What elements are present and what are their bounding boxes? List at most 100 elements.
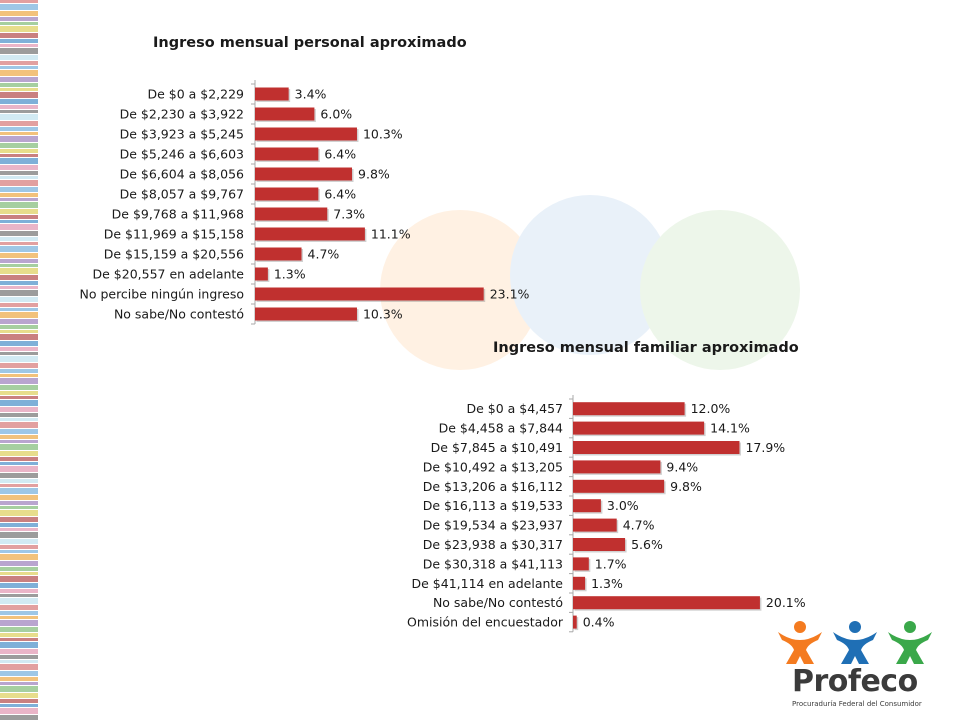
stripe <box>0 589 38 593</box>
stripe <box>0 286 38 289</box>
chart-title: Ingreso mensual familiar aproximado <box>493 340 799 356</box>
bar <box>255 227 365 241</box>
stripe <box>0 202 38 208</box>
bar <box>255 267 268 281</box>
value-label: 23.1% <box>490 287 530 302</box>
stripe <box>0 110 38 113</box>
bar <box>255 247 302 261</box>
stripe <box>0 369 38 373</box>
stripe <box>0 451 38 456</box>
stripe <box>0 176 38 179</box>
value-label: 4.7% <box>308 247 340 262</box>
stripe <box>0 550 38 553</box>
bar <box>255 187 319 201</box>
stripe <box>0 677 38 681</box>
value-label: 4.7% <box>623 518 655 533</box>
stripe <box>0 378 38 384</box>
profeco-figures-icon <box>778 621 932 664</box>
stripe <box>0 396 38 399</box>
category-label: De $7,845 a $10,491 <box>431 440 563 455</box>
bar <box>255 307 357 321</box>
stripe <box>0 237 38 241</box>
stripe <box>0 363 38 368</box>
stripe <box>0 242 38 245</box>
category-label: De $19,534 a $23,937 <box>423 518 563 533</box>
logo-wordmark: Profeco <box>792 664 918 699</box>
stripe <box>0 506 38 509</box>
category-label: De $30,318 a $41,113 <box>423 556 563 571</box>
stripe <box>0 605 38 610</box>
value-label: 10.3% <box>363 307 403 322</box>
category-label: De $16,113 a $19,533 <box>423 498 563 513</box>
category-label: De $0 a $4,457 <box>466 401 563 416</box>
stripe <box>0 413 38 417</box>
stripe <box>0 11 38 16</box>
stripe <box>0 55 38 60</box>
figure-head <box>849 621 861 633</box>
bar <box>573 421 705 435</box>
figure-body <box>888 632 932 664</box>
stripe <box>0 627 38 632</box>
value-label: 5.6% <box>631 537 663 552</box>
bar <box>573 576 586 590</box>
stripe <box>0 70 38 76</box>
category-label: No percibe ningún ingreso <box>79 287 244 302</box>
category-label: De $23,938 a $30,317 <box>423 537 563 552</box>
stripe <box>0 473 38 478</box>
category-label: No sabe/No contestó <box>433 595 563 610</box>
stripe <box>0 407 38 412</box>
category-label: De $9,768 a $11,968 <box>112 207 244 222</box>
stripe <box>0 664 38 670</box>
value-label: 9.8% <box>670 479 702 494</box>
stripe <box>0 275 38 280</box>
stripe <box>0 0 38 3</box>
stripe <box>0 312 38 318</box>
stripe <box>0 22 38 25</box>
stripe <box>0 48 38 54</box>
stripe <box>0 341 38 346</box>
stripe <box>0 501 38 505</box>
stripe <box>0 693 38 698</box>
category-label: De $13,206 a $16,112 <box>423 479 563 494</box>
stripe <box>0 532 38 538</box>
stripe <box>0 539 38 544</box>
bar <box>255 207 328 221</box>
stripe <box>0 61 38 65</box>
bar <box>573 557 589 571</box>
stripe <box>0 303 38 307</box>
figure-head <box>904 621 916 633</box>
value-label: 17.9% <box>745 440 785 455</box>
stripe <box>0 165 38 170</box>
bar <box>573 518 617 532</box>
bar <box>573 499 601 513</box>
stripe <box>0 583 38 588</box>
stripe <box>0 325 38 329</box>
value-label: 11.1% <box>371 227 411 242</box>
stripe <box>0 576 38 582</box>
stripe <box>0 215 38 219</box>
value-label: 12.0% <box>691 401 731 416</box>
stripe <box>0 149 38 153</box>
bar <box>255 127 357 141</box>
stripe <box>0 671 38 676</box>
stripe <box>0 457 38 461</box>
stripe <box>0 319 38 324</box>
stripe <box>0 422 38 428</box>
stripe <box>0 418 38 421</box>
value-label: 9.8% <box>358 167 390 182</box>
value-label: 7.3% <box>333 207 365 222</box>
value-label: 1.3% <box>274 267 306 282</box>
chart-title: Ingreso mensual personal aproximado <box>153 35 467 51</box>
stripe <box>0 231 38 236</box>
stripe <box>0 347 38 351</box>
category-label: De $4,458 a $7,844 <box>439 421 563 436</box>
stripe <box>0 642 38 648</box>
stripe <box>0 466 38 472</box>
bar <box>573 596 760 610</box>
stripe <box>0 528 38 531</box>
stripe <box>0 33 38 38</box>
value-label: 14.1% <box>710 421 750 436</box>
value-label: 6.0% <box>320 107 352 122</box>
category-label: De $2,230 a $3,922 <box>120 107 244 122</box>
stripe <box>0 99 38 104</box>
